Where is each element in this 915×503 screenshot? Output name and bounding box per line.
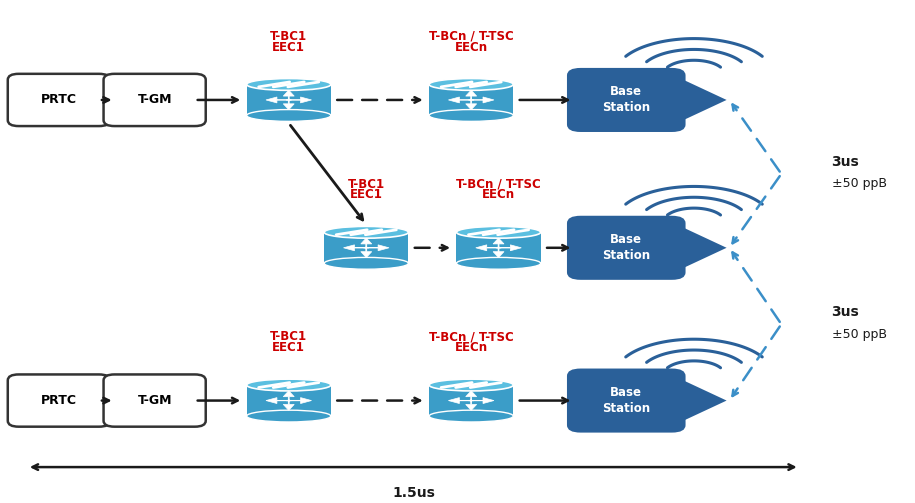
Text: Base
Station: Base Station <box>602 86 651 115</box>
FancyArrow shape <box>466 391 477 402</box>
FancyArrow shape <box>284 90 295 101</box>
Text: ±50 ppB: ±50 ppB <box>832 177 887 190</box>
Text: 1.5us: 1.5us <box>393 486 436 500</box>
Text: 3us: 3us <box>832 154 859 169</box>
FancyArrow shape <box>466 99 477 110</box>
FancyArrow shape <box>286 397 311 403</box>
FancyArrow shape <box>286 97 311 103</box>
FancyBboxPatch shape <box>567 369 685 433</box>
Bar <box>247 85 331 116</box>
FancyArrow shape <box>448 397 474 403</box>
FancyBboxPatch shape <box>103 374 206 427</box>
Text: T-BC1: T-BC1 <box>270 30 307 43</box>
FancyArrow shape <box>284 391 295 402</box>
Text: T-BC1: T-BC1 <box>270 330 307 344</box>
FancyArrow shape <box>496 245 522 251</box>
Text: T-BCn / T-TSC: T-BCn / T-TSC <box>429 330 513 344</box>
Ellipse shape <box>429 410 513 422</box>
Text: EEC1: EEC1 <box>273 341 306 354</box>
Text: EECn: EECn <box>455 41 488 54</box>
FancyBboxPatch shape <box>7 374 110 427</box>
FancyArrow shape <box>466 399 477 410</box>
Ellipse shape <box>457 258 541 269</box>
Polygon shape <box>676 377 727 424</box>
FancyArrow shape <box>493 238 504 249</box>
FancyArrow shape <box>493 246 504 258</box>
FancyArrow shape <box>468 397 494 403</box>
FancyBboxPatch shape <box>567 68 685 132</box>
FancyBboxPatch shape <box>7 74 110 126</box>
Text: T-BC1: T-BC1 <box>348 178 385 191</box>
Bar <box>429 385 513 416</box>
Bar <box>457 232 541 263</box>
FancyArrow shape <box>468 97 494 103</box>
FancyArrow shape <box>364 245 389 251</box>
FancyArrow shape <box>343 245 369 251</box>
Ellipse shape <box>457 226 541 238</box>
Text: EEC1: EEC1 <box>350 189 382 202</box>
FancyArrow shape <box>266 97 291 103</box>
Text: EECn: EECn <box>482 189 515 202</box>
FancyArrow shape <box>284 99 295 110</box>
Bar <box>429 85 513 116</box>
Bar <box>324 232 408 263</box>
Text: T-GM: T-GM <box>137 394 172 407</box>
Text: T-GM: T-GM <box>137 94 172 107</box>
FancyArrow shape <box>284 399 295 410</box>
Ellipse shape <box>324 258 408 269</box>
FancyBboxPatch shape <box>103 74 206 126</box>
FancyArrow shape <box>476 245 501 251</box>
Ellipse shape <box>324 226 408 238</box>
Polygon shape <box>676 224 727 271</box>
FancyArrow shape <box>466 90 477 101</box>
Text: T-BCn / T-TSC: T-BCn / T-TSC <box>429 30 513 43</box>
Text: ±50 ppB: ±50 ppB <box>832 327 887 341</box>
FancyBboxPatch shape <box>567 216 685 280</box>
FancyArrow shape <box>448 97 474 103</box>
Ellipse shape <box>247 78 331 91</box>
FancyArrow shape <box>266 397 291 403</box>
FancyArrow shape <box>361 246 371 258</box>
Text: EECn: EECn <box>455 341 488 354</box>
Ellipse shape <box>429 78 513 91</box>
Text: PRTC: PRTC <box>41 394 77 407</box>
Ellipse shape <box>247 379 331 391</box>
Ellipse shape <box>429 110 513 121</box>
Bar <box>247 385 331 416</box>
Ellipse shape <box>247 110 331 121</box>
Text: EEC1: EEC1 <box>273 41 306 54</box>
Ellipse shape <box>429 379 513 391</box>
Text: T-BCn / T-TSC: T-BCn / T-TSC <box>457 178 541 191</box>
Ellipse shape <box>247 410 331 422</box>
FancyArrow shape <box>361 238 371 249</box>
Polygon shape <box>676 76 727 123</box>
Text: Base
Station: Base Station <box>602 386 651 415</box>
Text: PRTC: PRTC <box>41 94 77 107</box>
Text: 3us: 3us <box>832 305 859 319</box>
Text: Base
Station: Base Station <box>602 233 651 262</box>
